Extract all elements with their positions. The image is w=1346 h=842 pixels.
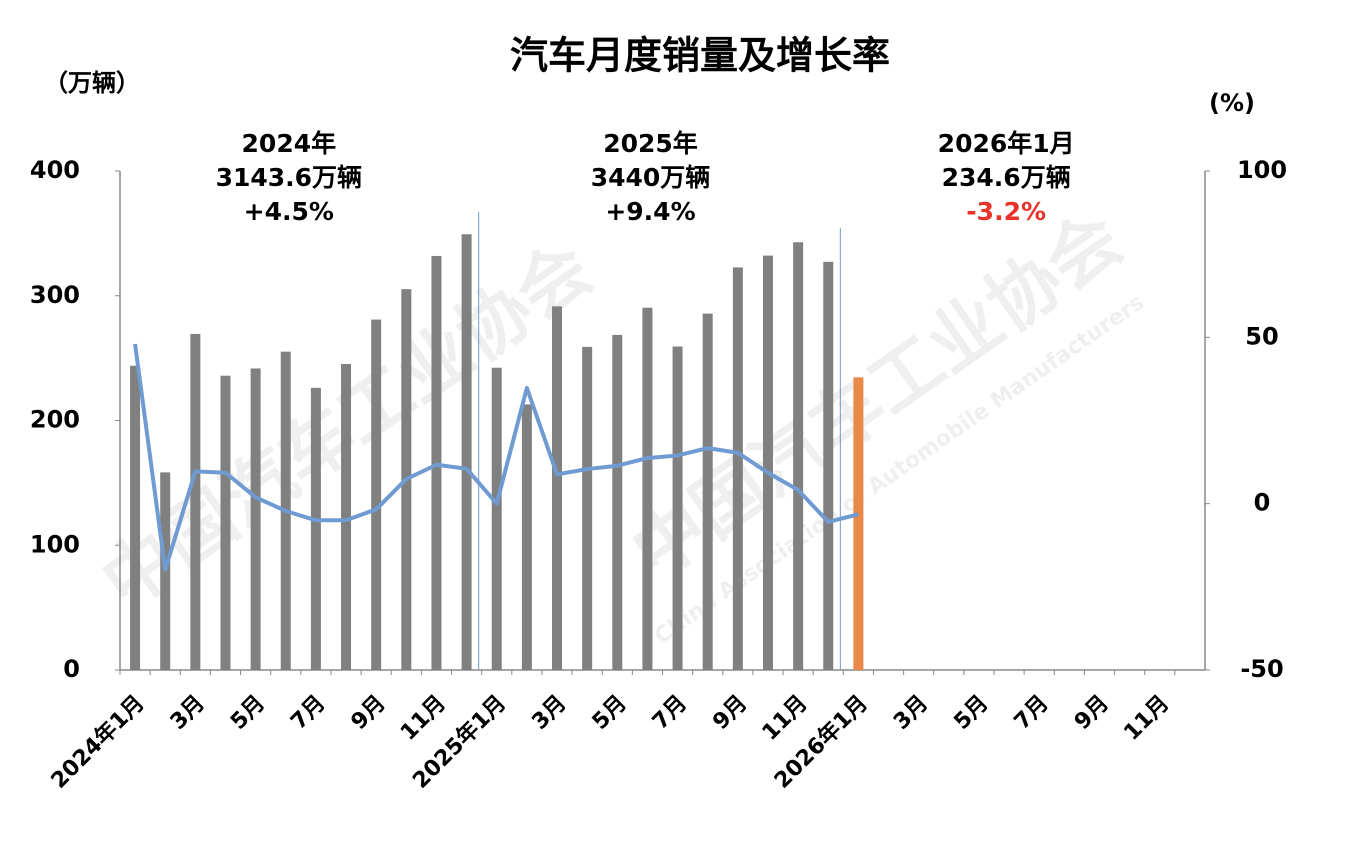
bar	[672, 346, 683, 670]
annotation: 2025年	[603, 129, 698, 158]
annotation: 3143.6万辆	[216, 163, 362, 192]
bar	[250, 368, 261, 670]
bar	[702, 313, 713, 670]
bar	[823, 261, 834, 670]
bar	[310, 387, 321, 670]
y-tick-label: 300	[30, 281, 80, 309]
x-tick-label: 5月	[588, 691, 632, 735]
annotation: -3.2%	[966, 197, 1046, 226]
x-tick-label: 5月	[226, 691, 270, 735]
y2-axis-label: (%)	[1209, 89, 1255, 117]
x-tick-label: 3月	[527, 691, 571, 735]
y2-tick-label: 0	[1254, 489, 1271, 517]
x-tick-label: 9月	[1070, 691, 1114, 735]
bar	[491, 367, 502, 670]
x-tick-label: 11月	[758, 691, 813, 746]
y-tick-label: 400	[30, 156, 80, 184]
x-tick-label: 7月	[286, 691, 330, 735]
x-tick-label: 7月	[1010, 691, 1054, 735]
y-tick-label: 200	[30, 406, 80, 434]
x-tick-label: 9月	[347, 691, 391, 735]
bar	[853, 377, 864, 670]
annotation: 3440万辆	[591, 163, 711, 192]
y2-tick-label: 100	[1237, 156, 1287, 184]
x-tick-label: 2024年1月	[46, 690, 150, 794]
annotation: 2026年1月	[938, 129, 1075, 158]
x-tick-label: 11月	[1119, 691, 1174, 746]
x-tick-label: 3月	[166, 691, 210, 735]
x-tick-label: 7月	[648, 691, 692, 735]
bar	[130, 365, 141, 670]
bar	[552, 306, 563, 670]
x-tick-label: 3月	[889, 691, 933, 735]
x-tick-label: 11月	[396, 691, 451, 746]
line	[133, 343, 859, 572]
annotation: 2024年	[242, 129, 337, 158]
y-tick-label: 100	[30, 530, 80, 558]
bar	[732, 267, 743, 670]
y-axis-label: （万辆）	[44, 69, 140, 97]
x-tick-label: 9月	[708, 691, 752, 735]
bar	[793, 242, 804, 671]
bar	[220, 375, 231, 670]
bar	[582, 346, 593, 670]
chart-title: 汽车月度销量及增长率	[510, 34, 890, 78]
x-tick-label: 5月	[949, 691, 993, 735]
annotation: +9.4%	[605, 197, 695, 226]
bar	[461, 234, 472, 671]
bar	[642, 307, 653, 670]
bar	[762, 255, 773, 670]
bar	[612, 334, 623, 670]
annotation: 234.6万辆	[942, 163, 1071, 192]
y2-tick-label: 50	[1245, 322, 1278, 350]
annotation: +4.5%	[244, 197, 334, 226]
bar	[371, 319, 382, 670]
watermark-text: 中国汽车工业协会	[617, 196, 1137, 595]
bar	[190, 333, 201, 670]
bar	[341, 363, 352, 670]
bar	[521, 404, 532, 670]
y-tick-label: 0	[63, 655, 80, 683]
y2-tick-label: -50	[1240, 655, 1283, 683]
